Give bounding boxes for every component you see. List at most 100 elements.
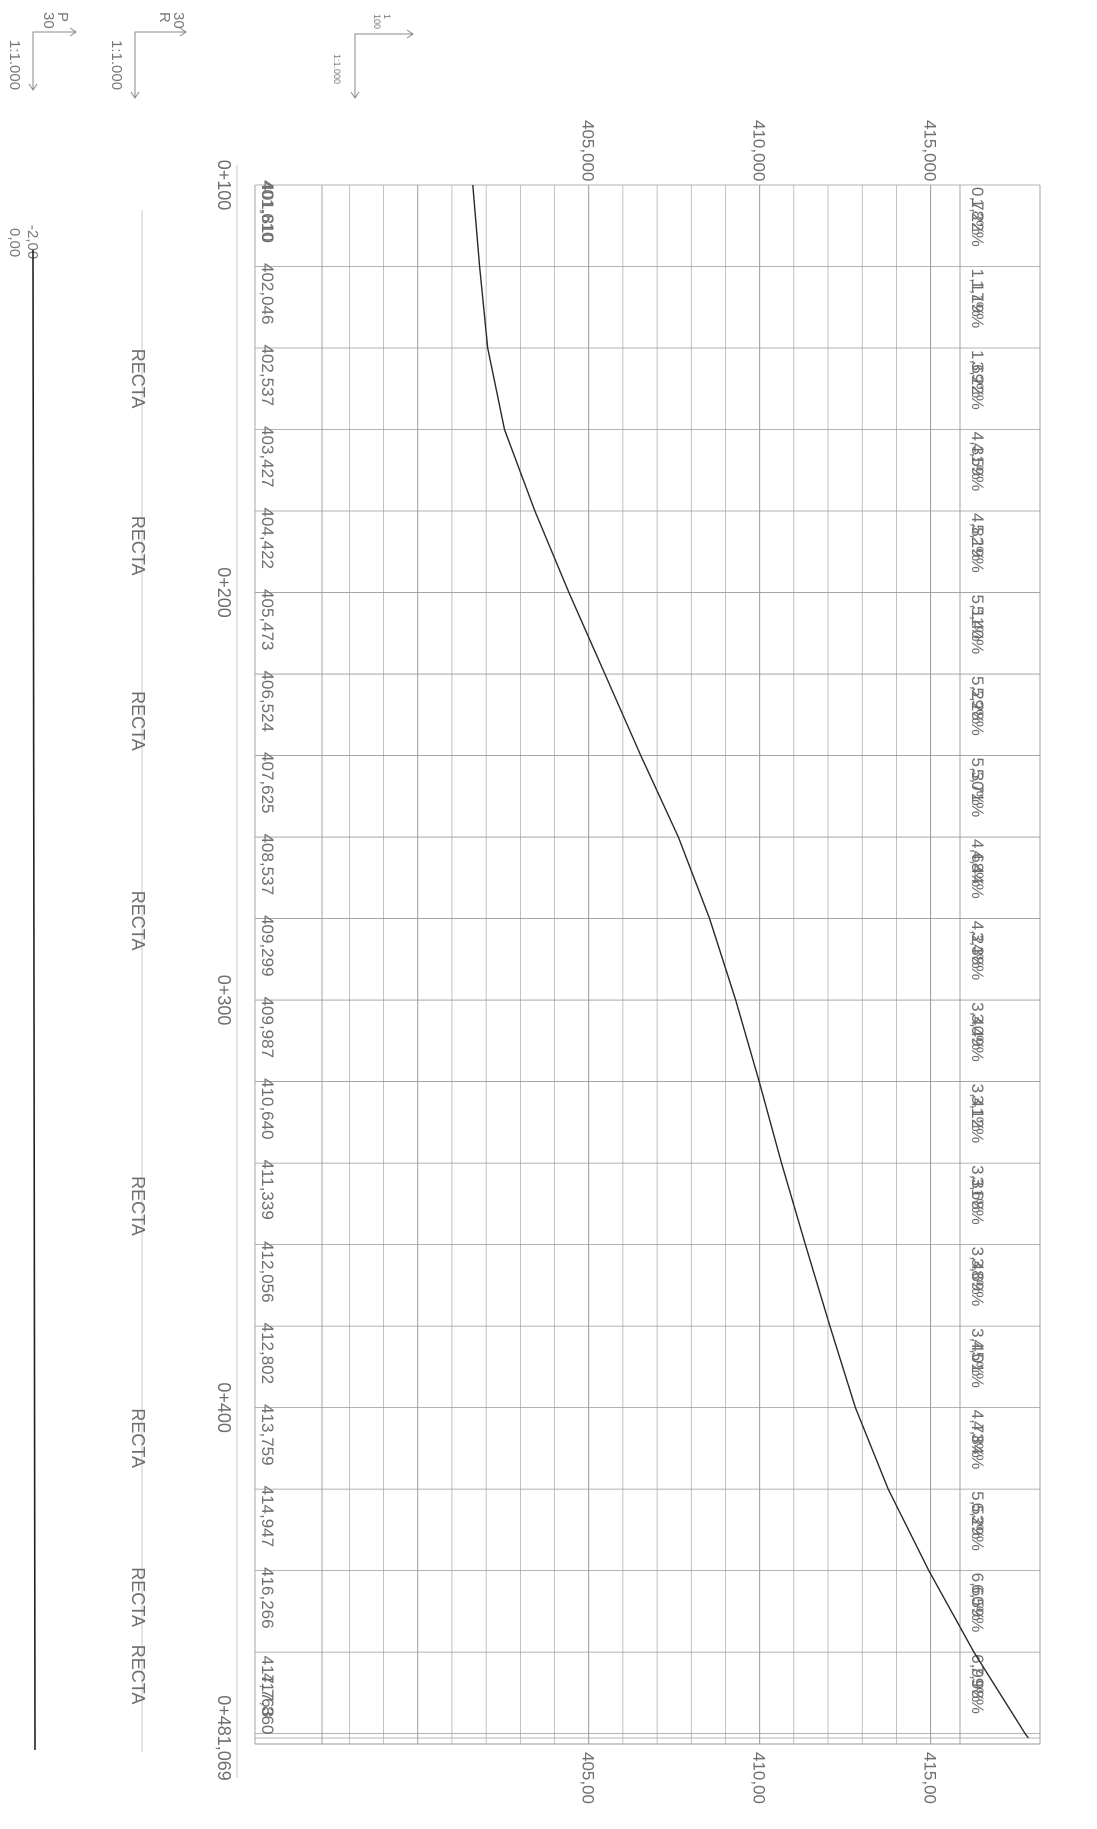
slope-label: 3,45% xyxy=(968,1328,987,1376)
elevation-label: 403,427 xyxy=(258,426,277,487)
slope-label: 4,24% xyxy=(968,921,987,969)
elevation-axis-labels: 405,000 405,00 410,000 410,00 415,000 415,00 xyxy=(579,120,940,1804)
slope-label: 3,38% xyxy=(968,932,987,980)
slope-label: 6,29% xyxy=(968,1503,987,1551)
elevation-axis-label-bottom: 410,00 xyxy=(750,1752,769,1804)
slope-label: 4,44% xyxy=(968,851,987,899)
scale-legend-arrow-label: R xyxy=(156,12,173,23)
scale-legend-text: 1:1.000 xyxy=(332,54,342,84)
scale-legend-arrow-icon xyxy=(28,27,77,91)
chainage-label: 0+300 xyxy=(214,975,234,1026)
slope-label: 5,30% xyxy=(968,758,987,806)
slope-label: 4,68% xyxy=(968,839,987,887)
elevation-label: 407,625 xyxy=(258,752,277,813)
scale-legend-arrow-icon xyxy=(350,29,414,99)
chainage-band: 0+100 0+200 0+300 0+400 0+481,069 xyxy=(214,160,238,1781)
scale-legend-text: 1:1.000 xyxy=(6,40,23,90)
chainage-label: 0+400 xyxy=(214,1382,234,1433)
alignment-label: RECTA xyxy=(128,516,148,576)
scale-legend-text: 1:1.000 xyxy=(108,40,125,90)
elevation-label: 401,610 xyxy=(258,180,277,241)
elevation-axis-label-top: 415,000 xyxy=(921,120,940,181)
scale-legend-arrow-label: 1 xyxy=(382,14,392,19)
elevation-axis-label-bottom: 415,00 xyxy=(921,1752,940,1804)
slope-label: 5,29% xyxy=(968,676,987,724)
cant-label: -2,00 xyxy=(24,225,41,259)
elevation-label: 402,537 xyxy=(258,345,277,406)
elevation-label: 402,046 xyxy=(258,263,277,324)
scale-legend-arrow-label: P xyxy=(54,12,71,22)
slope-label: 4,31% xyxy=(968,432,987,480)
slope-label: 4,84% xyxy=(968,1421,987,1469)
slope-label: 3,69% xyxy=(968,1258,987,1306)
alignment-label: RECTA xyxy=(128,349,148,409)
slope-label: 4,82% xyxy=(968,513,987,561)
elevation-label: 405,473 xyxy=(258,589,277,650)
slope-label: 4,01% xyxy=(968,1340,987,1388)
slope-label: 4,73% xyxy=(968,1410,987,1458)
scale-legends: 1:1.000 P 30 1:1.000 R 30 1:1.000 1 100 xyxy=(6,12,414,99)
elevation-label: 417,860 xyxy=(258,1673,277,1734)
slope-label: 3,22% xyxy=(968,362,987,410)
elevation-label: 412,056 xyxy=(258,1241,277,1302)
slope-label: 5,40% xyxy=(968,606,987,654)
elevation-label: 409,987 xyxy=(258,997,277,1058)
slope-label: 0,78% xyxy=(968,187,987,235)
alignment-label: RECTA xyxy=(128,891,148,951)
alignment-label: RECTA xyxy=(128,691,148,751)
elevation-label: 412,802 xyxy=(258,1323,277,1384)
elevation-label: 409,299 xyxy=(258,915,277,976)
slope-label: 4,59% xyxy=(968,443,987,491)
cant-label: 0,00 xyxy=(6,228,23,257)
elevation-label: 406,524 xyxy=(258,671,277,732)
grid xyxy=(254,184,1041,1745)
slope-label: 3,41% xyxy=(968,1084,987,1132)
elevation-label: 401,810 xyxy=(258,182,277,243)
elevation-label: 413,759 xyxy=(258,1404,277,1465)
slope-label: 3,49% xyxy=(968,1014,987,1062)
slope-label: 3,40% xyxy=(968,1002,987,1050)
profile-curve xyxy=(472,184,1029,1739)
slope-label: 1,69% xyxy=(968,350,987,398)
elevation-label: 410,640 xyxy=(258,1078,277,1139)
elevation-label: 416,266 xyxy=(258,1567,277,1628)
cant-line xyxy=(32,249,36,1751)
slope-label: 3,31% xyxy=(968,1165,987,1213)
alignment-label: RECTA xyxy=(128,1408,148,1468)
slope-label: 1,19% xyxy=(968,280,987,328)
elevation-axis-label-top: 410,000 xyxy=(750,120,769,181)
slope-label: 5,53% xyxy=(968,1491,987,1539)
elevation-label: 414,947 xyxy=(258,1486,277,1547)
slope-label: 5,19% xyxy=(968,525,987,573)
slope-label: 6,59% xyxy=(968,1584,987,1632)
elevation-axis-label-bottom: 405,00 xyxy=(579,1752,598,1804)
scale-legend-arrow-icon xyxy=(130,27,187,99)
slope-label: 5,71% xyxy=(968,769,987,817)
elevation-axis-label-top: 405,000 xyxy=(579,120,598,181)
slope-labels: 0,78%1,22% 1,17%1,19% 1,69%3,22% 4,31%4,59%… xyxy=(968,187,987,1714)
cant-band: -2,00 0,00 xyxy=(6,225,41,1751)
scale-legend-arrow-value: 30 xyxy=(40,12,57,29)
slope-label: 3,12% xyxy=(968,1095,987,1143)
slope-label: 1,17% xyxy=(968,269,987,317)
chainage-label: 0+200 xyxy=(214,567,234,618)
elevation-label: 408,537 xyxy=(258,834,277,895)
slope-label: 5,11% xyxy=(968,595,987,642)
scale-legend-arrow-value: 30 xyxy=(170,12,187,29)
chainage-label: 0+481,069 xyxy=(214,1695,234,1781)
slope-label: 3,68% xyxy=(968,1177,987,1225)
slope-label: 7,98% xyxy=(968,1666,987,1714)
alignment-label: RECTA xyxy=(128,1176,148,1236)
slope-label: 5,28% xyxy=(968,688,987,736)
elevation-label: 411,339 xyxy=(258,1160,277,1220)
slope-label: 3,48% xyxy=(968,1247,987,1295)
alignment-band: RECTA RECTA RECTA RECTA RECTA RECTA RECTA RECTA xyxy=(128,210,148,1752)
elevation-label: 417,763 xyxy=(258,1656,277,1717)
slope-label: 1,22% xyxy=(968,199,987,247)
elevation-label: 404,422 xyxy=(258,508,277,569)
slope-label: 6,60% xyxy=(968,1573,987,1621)
chainage-label: 0+100 xyxy=(214,160,234,211)
scale-legend-arrow-value: 100 xyxy=(372,14,382,29)
